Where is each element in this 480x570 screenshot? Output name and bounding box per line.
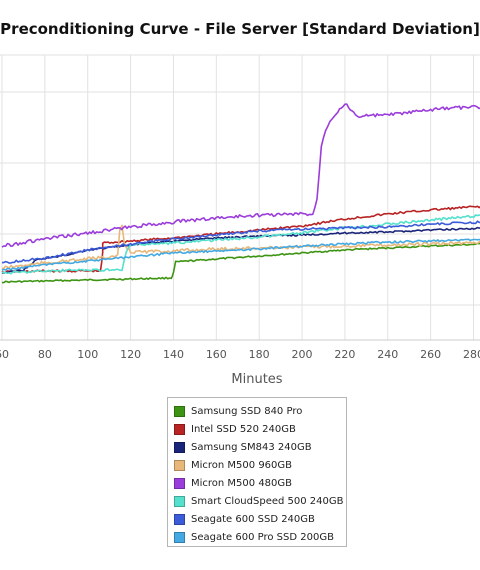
line-chart: 60 80 100 120 140 160 180 200 220 240 260 280 Minut…	[0, 54, 480, 387]
legend-swatch	[174, 441, 185, 453]
x-tick-label: 200	[292, 348, 313, 361]
series-line-6	[1, 214, 480, 275]
legend-label: Micron M500 960GB	[191, 459, 293, 471]
legend-swatch	[174, 496, 185, 508]
legend-label: Samsung SSD 840 Pro	[191, 405, 303, 417]
legend-item: Seagate 600 Pro SSD 200GB	[174, 529, 346, 547]
x-tick-label: 280	[463, 348, 480, 361]
legend-swatch	[174, 423, 185, 435]
x-tick-label: 220	[334, 348, 355, 361]
legend-label: Micron M500 480GB	[191, 477, 293, 489]
x-tick-label: 60	[0, 348, 9, 361]
legend-item: Micron M500 480GB	[174, 474, 346, 492]
legend-label: Samsung SM843 240GB	[191, 441, 312, 453]
series-lines	[1, 103, 480, 284]
x-tick-label: 240	[377, 348, 398, 361]
legend-label: Seagate 600 SSD 240GB	[191, 514, 315, 526]
legend-swatch	[174, 532, 185, 544]
x-axis: 60 80 100 120 140 160 180 200 220 240 260 280	[0, 348, 480, 361]
x-axis-label: Minutes	[231, 372, 282, 387]
x-tick-label: 80	[38, 348, 52, 361]
series-line-7	[2, 220, 480, 264]
legend-swatch	[174, 459, 185, 471]
x-tick-label: 180	[249, 348, 270, 361]
series-line-8	[1, 238, 480, 271]
grid-lines	[0, 54, 480, 341]
legend-item: Micron M500 960GB	[174, 456, 346, 474]
series-line-5	[1, 103, 480, 248]
x-tick-label: 140	[163, 348, 184, 361]
series-line-1	[2, 242, 480, 284]
legend-item: Samsung SSD 840 Pro	[174, 402, 346, 420]
legend-label: Seagate 600 Pro SSD 200GB	[191, 532, 334, 544]
legend-swatch	[174, 405, 185, 417]
legend: Samsung SSD 840 Pro Intel SSD 520 240GB Sa…	[167, 397, 347, 547]
legend-swatch	[174, 514, 185, 526]
legend-item: Intel SSD 520 240GB	[174, 420, 346, 438]
legend-label: Smart CloudSpeed 500 240GB	[191, 496, 344, 508]
x-tick-label: 160	[206, 348, 227, 361]
chart-title: Preconditioning Curve - File Server [Sta…	[0, 20, 480, 38]
legend-item: Samsung SM843 240GB	[174, 438, 346, 456]
x-tick-label: 100	[77, 348, 98, 361]
legend-swatch	[174, 477, 185, 489]
legend-label: Intel SSD 520 240GB	[191, 423, 296, 435]
x-tick-label: 120	[120, 348, 141, 361]
legend-item: Seagate 600 SSD 240GB	[174, 511, 346, 529]
x-tick-label: 260	[420, 348, 441, 361]
legend-item: Smart CloudSpeed 500 240GB	[174, 492, 346, 510]
